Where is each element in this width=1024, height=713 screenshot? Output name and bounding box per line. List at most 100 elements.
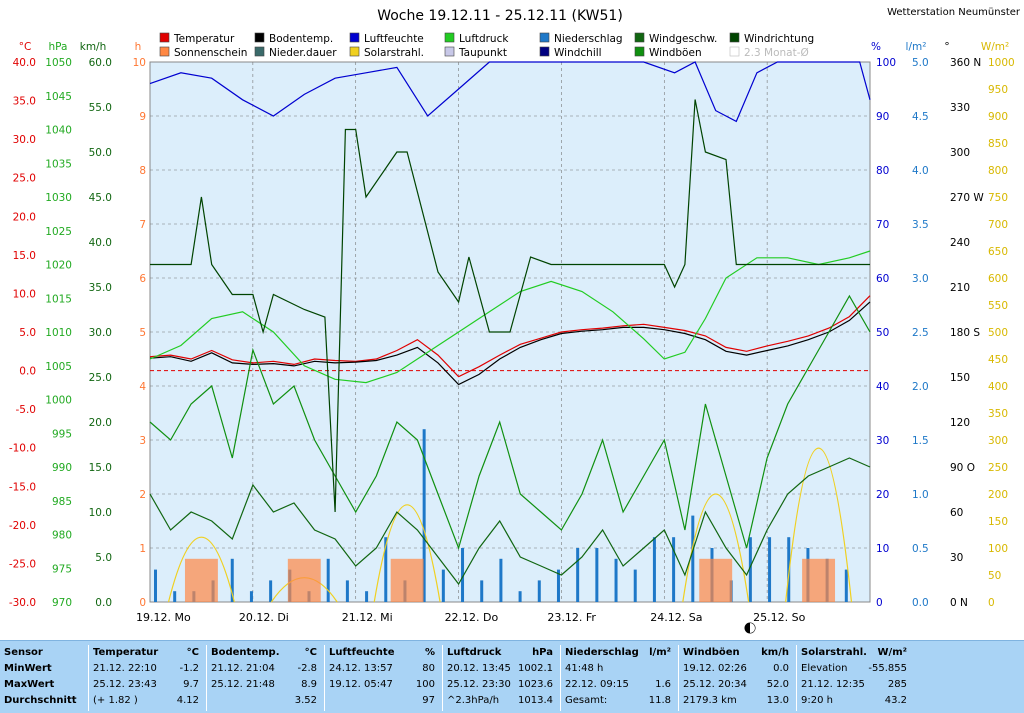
stats-cell-label: 21.12. 12:35 bbox=[801, 679, 865, 690]
axis-tick-pressure: 1035 bbox=[45, 158, 72, 170]
precip-bar bbox=[844, 569, 848, 602]
stats-cell-label: 19.12. 02:26 bbox=[683, 663, 747, 674]
series-line bbox=[149, 295, 871, 378]
stats-cell-value: 13.0 bbox=[766, 695, 789, 706]
precip-bar bbox=[652, 537, 656, 602]
series-line bbox=[149, 301, 871, 386]
axes-labels: 40.035.030.025.020.015.010.05.00.0-5.0-1… bbox=[9, 41, 1015, 609]
legend-label: Sonnenschein bbox=[174, 47, 247, 59]
axis-tick-precip: 1.5 bbox=[912, 435, 929, 447]
stats-row: Niederschlag l/m² bbox=[561, 645, 677, 661]
axis-tick-wind: 45.0 bbox=[89, 192, 112, 204]
axis-tick-wind_dir: 0 N bbox=[950, 597, 968, 609]
axis-tick-pressure: 970 bbox=[52, 597, 72, 609]
stats-cell-value: 4.12 bbox=[176, 695, 199, 706]
precip-bar bbox=[691, 515, 695, 602]
legend-swatch bbox=[349, 46, 360, 57]
axis-tick-solar: 450 bbox=[988, 354, 1008, 366]
sunshine-block bbox=[287, 558, 321, 602]
axis-tick-solar: 200 bbox=[988, 489, 1008, 501]
axis-tick-temp: -25.0 bbox=[9, 558, 36, 570]
precip-bar bbox=[326, 558, 330, 602]
axis-tick-temp: 10.0 bbox=[13, 288, 36, 300]
stats-cell-value: 100 bbox=[415, 679, 435, 690]
stats-cell-label: 25.12. 23:43 bbox=[93, 679, 157, 690]
axis-tick-temp: 5.0 bbox=[19, 327, 36, 339]
stats-cell-value: 97 bbox=[422, 695, 435, 706]
precip-bar bbox=[556, 569, 560, 602]
axis-tick-humidity: 20 bbox=[876, 489, 889, 501]
precip-bar bbox=[269, 580, 273, 602]
axis-tick-temp: -15.0 bbox=[9, 481, 36, 493]
precip-bar bbox=[249, 591, 253, 602]
precip-bar bbox=[461, 548, 465, 602]
axis-tick-humidity: 0 bbox=[876, 597, 883, 609]
axis-tick-temp: -5.0 bbox=[16, 404, 37, 416]
stats-cell-value: °C bbox=[304, 647, 317, 658]
stats-table: Sensor MinWert MaxWert Durchschnitt Temp… bbox=[0, 640, 1024, 713]
legend-label: 2.3 Monat-Ø bbox=[744, 47, 809, 59]
stats-row: Gesamt: 11.8 bbox=[561, 693, 677, 709]
axis-tick-humidity: 60 bbox=[876, 273, 889, 285]
axis-tick-temp: 35.0 bbox=[13, 96, 36, 108]
axis-tick-solar: 600 bbox=[988, 273, 1008, 285]
axis-tick-precip: 0.5 bbox=[912, 543, 929, 555]
legend-label: Windrichtung bbox=[744, 33, 814, 45]
precip-bar bbox=[576, 548, 580, 602]
axis-tick-pressure: 1005 bbox=[45, 361, 72, 373]
stats-cell-label: 25.12. 21:48 bbox=[211, 679, 275, 690]
stats-row: 21.12. 22:10 -1.2 bbox=[89, 661, 205, 677]
x-tick-label: 24.12. Sa bbox=[650, 611, 702, 624]
stats-row: 20.12. 13:45 1002.1 bbox=[443, 661, 559, 677]
stats-cell-value: 43.2 bbox=[884, 695, 907, 706]
stats-cell-value: 52.0 bbox=[766, 679, 789, 690]
axis-tick-pressure: 1030 bbox=[45, 192, 72, 204]
legend-label: Luftdruck bbox=[459, 33, 509, 45]
sunshine-block bbox=[390, 558, 424, 602]
stats-row: Temperatur °C bbox=[89, 645, 205, 661]
legend-swatch bbox=[444, 46, 455, 57]
row-label-sensor: Sensor bbox=[4, 647, 43, 658]
stats-cell-value: 1.6 bbox=[655, 679, 671, 690]
axis-unit-wind_dir: ° bbox=[944, 41, 949, 53]
axis-tick-wind_dir: 60 bbox=[950, 507, 963, 519]
legend: Temperatur Bodentemp. Luftfeuchte Luftdruck… bbox=[159, 32, 814, 59]
x-tick-label: 19.12. Mo bbox=[136, 611, 191, 624]
stats-row: 19.12. 02:26 0.0 bbox=[679, 661, 795, 677]
stats-cell-value: 3.52 bbox=[294, 695, 317, 706]
axis-tick-pressure: 990 bbox=[52, 462, 72, 474]
stats-row: 25.12. 23:30 1023.6 bbox=[443, 677, 559, 693]
stats-row: 21.12. 12:35 285 bbox=[797, 677, 913, 693]
stats-column: Temperatur °C 21.12. 22:10 -1.2 25.12. 23:43… bbox=[88, 645, 205, 711]
axis-tick-sunshine: 0 bbox=[139, 597, 146, 609]
stats-cell-value: % bbox=[424, 647, 435, 658]
stats-cell-label: Temperatur bbox=[93, 647, 159, 658]
stats-row: 19.12. 05:47 100 bbox=[325, 677, 441, 693]
precip-bar bbox=[384, 537, 388, 602]
axis-unit-wind: km/h bbox=[80, 41, 107, 53]
stats-cell-label: Bodentemp. bbox=[211, 647, 280, 658]
precip-bar bbox=[633, 569, 637, 602]
legend-label: Windchill bbox=[554, 47, 602, 59]
stats-cell-label: 25.12. 20:34 bbox=[683, 679, 747, 690]
axis-tick-pressure: 985 bbox=[52, 496, 72, 508]
axis-tick-pressure: 975 bbox=[52, 563, 72, 575]
stats-cell-label: (+ 1.82 ) bbox=[93, 695, 138, 706]
stats-row: 25.12. 20:34 52.0 bbox=[679, 677, 795, 693]
legend-label: Nieder.dauer bbox=[269, 47, 337, 59]
axis-tick-pressure: 1010 bbox=[45, 327, 72, 339]
axis-tick-solar: 150 bbox=[988, 516, 1008, 528]
stats-cell-value: km/h bbox=[761, 647, 789, 658]
precip-bar bbox=[365, 591, 369, 602]
axis-tick-sunshine: 1 bbox=[139, 543, 146, 555]
stats-cell-value: 1023.6 bbox=[518, 679, 553, 690]
stats-row: ^2.3hPa/h 1013.4 bbox=[443, 693, 559, 709]
axis-tick-pressure: 1025 bbox=[45, 226, 72, 238]
stats-row: Luftfeuchte% bbox=[325, 645, 441, 661]
row-label-min: MinWert bbox=[4, 663, 52, 674]
stats-cell-label: Luftdruck bbox=[447, 647, 502, 658]
series-lines bbox=[149, 61, 871, 586]
legend-swatch bbox=[254, 46, 265, 57]
stats-row: Windböen km/h bbox=[679, 645, 795, 661]
axis-tick-wind_dir: 150 bbox=[950, 372, 970, 384]
